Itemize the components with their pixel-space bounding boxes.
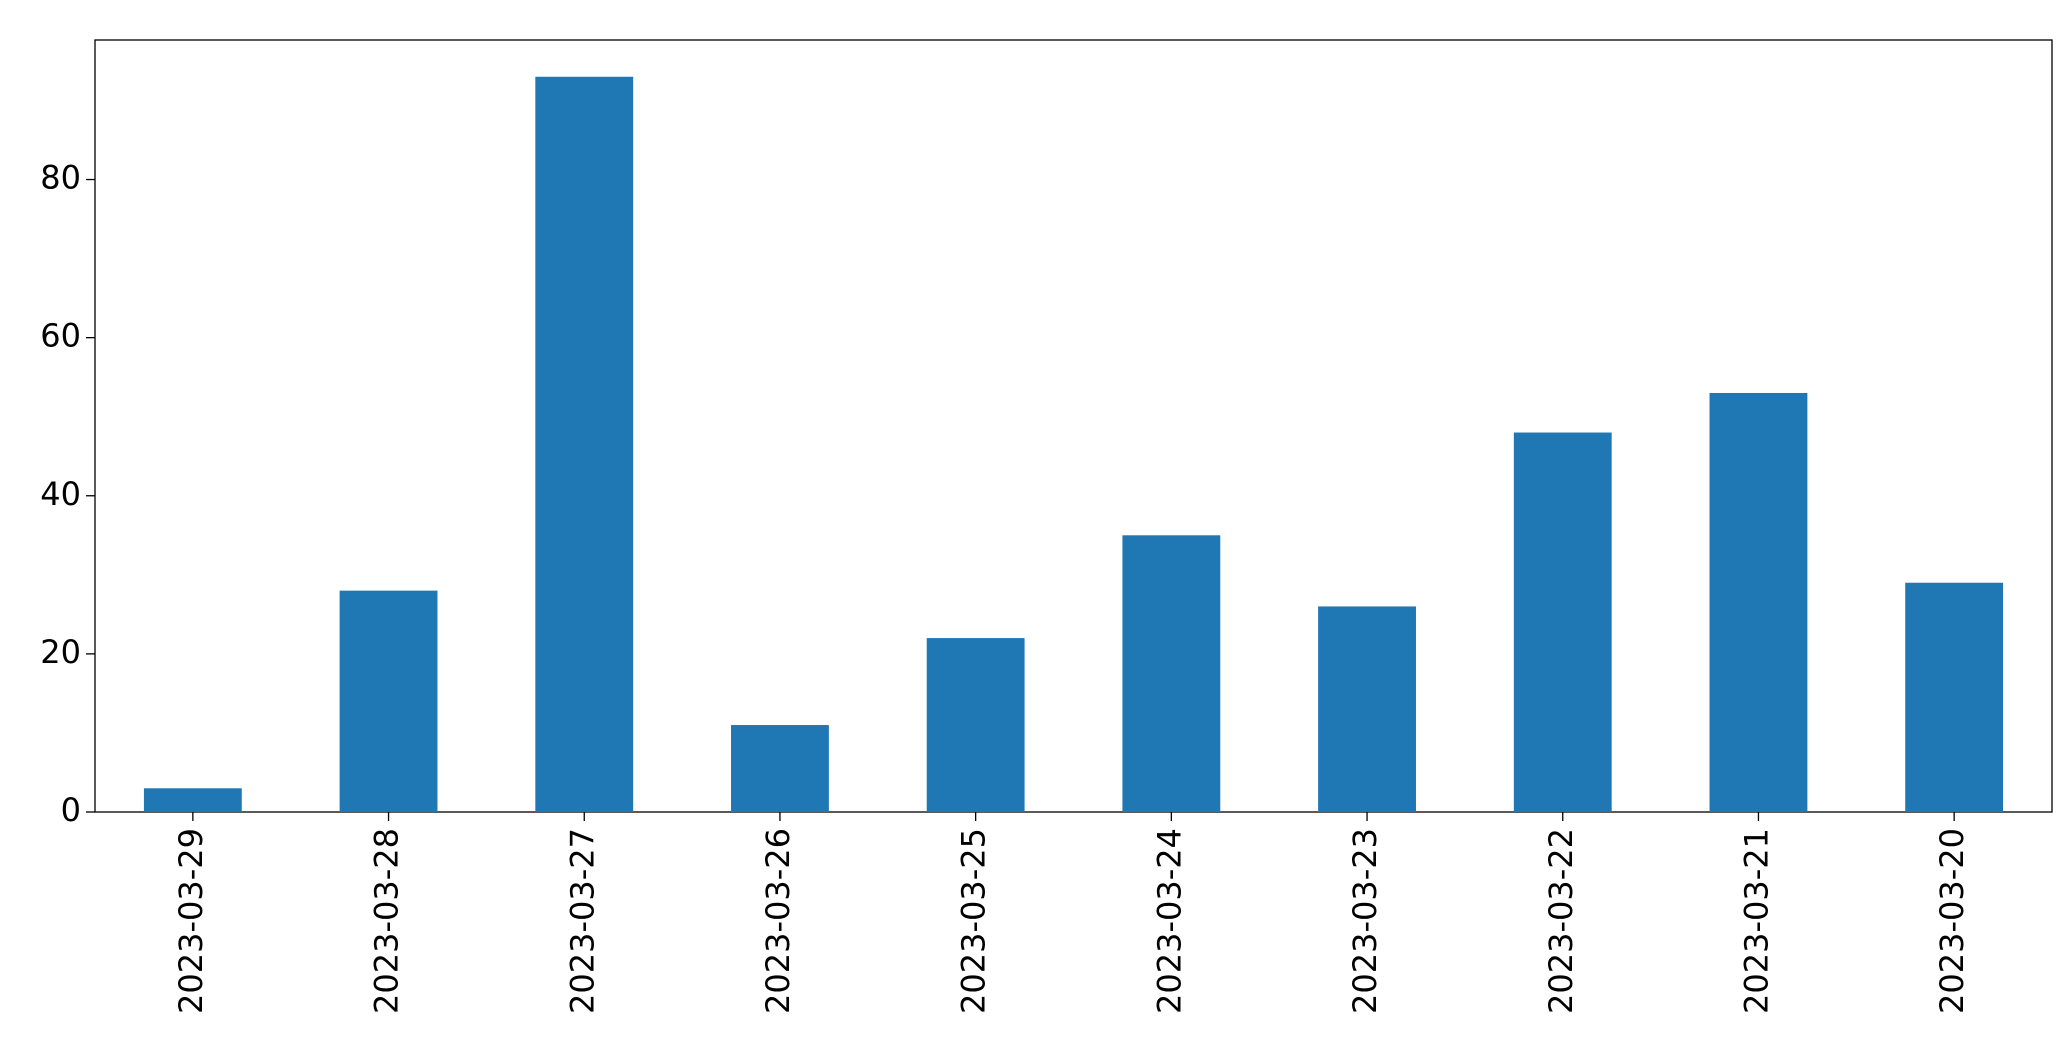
bar xyxy=(1513,432,1612,812)
y-tick-label: 0 xyxy=(61,791,81,829)
x-tick-label: 2023-03-20 xyxy=(1933,828,1971,1014)
bar xyxy=(535,76,634,812)
axes-frame xyxy=(94,39,2053,813)
bar xyxy=(1318,606,1416,812)
x-tick-label: 2023-03-24 xyxy=(1150,828,1188,1014)
x-tick-label: 2023-03-26 xyxy=(759,828,797,1014)
x-tick-label: 2023-03-22 xyxy=(1542,828,1580,1014)
bar xyxy=(731,725,829,812)
bar xyxy=(143,788,242,812)
bar xyxy=(1122,535,1221,812)
bar xyxy=(1709,392,1808,812)
x-tick-label: 2023-03-28 xyxy=(368,828,406,1014)
bar xyxy=(339,590,438,812)
y-tick-label: 80 xyxy=(40,159,81,197)
x-tick-label: 2023-03-23 xyxy=(1346,828,1384,1014)
x-tick-label: 2023-03-29 xyxy=(172,828,210,1014)
x-tick-label: 2023-03-25 xyxy=(955,828,993,1014)
y-tick-label: 20 xyxy=(40,633,81,671)
x-tick-label: 2023-03-27 xyxy=(563,828,601,1014)
y-tick-label: 60 xyxy=(40,317,81,355)
y-tick-label: 40 xyxy=(40,475,81,513)
bar xyxy=(1905,582,2004,812)
x-tick-label: 2023-03-21 xyxy=(1737,828,1775,1014)
bar xyxy=(926,638,1025,812)
